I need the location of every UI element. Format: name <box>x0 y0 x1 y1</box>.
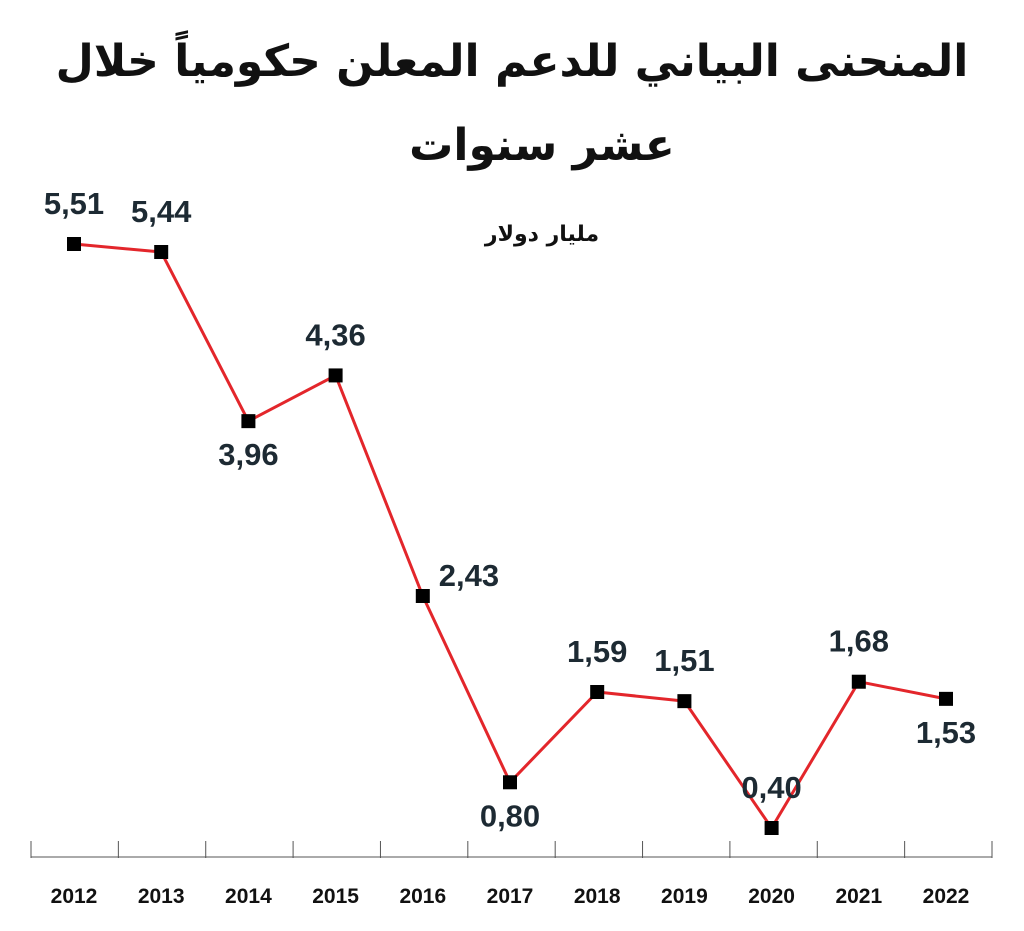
x-tick-label: 2018 <box>574 885 621 908</box>
data-point-marker <box>154 245 169 259</box>
data-value-label: 5,44 <box>131 194 192 229</box>
x-tick-label: 2016 <box>399 885 446 908</box>
data-value-label: 0,40 <box>741 770 801 805</box>
data-point-marker <box>764 821 779 835</box>
x-axis <box>30 841 993 858</box>
data-point-marker <box>415 589 430 603</box>
data-point-marker <box>241 414 256 429</box>
data-point-marker <box>851 674 866 689</box>
x-tick-labels: 2012 2013 2014 2015 2016 2017 2018 2019 2020 2021… <box>51 885 970 908</box>
data-value-label: 2,43 <box>439 558 499 593</box>
data-point-marker <box>328 368 343 383</box>
chart-unit-label: مليار دولار <box>484 222 600 247</box>
data-value-label: 1,53 <box>916 715 976 750</box>
data-value-label: 0,80 <box>480 798 540 833</box>
x-tick-label: 2021 <box>835 885 882 908</box>
chart-title-line-2: عشر سنوات <box>409 120 675 171</box>
data-value-label: 1,59 <box>567 634 627 669</box>
data-value-label: 1,51 <box>654 643 714 678</box>
chart-title-line-1: المنحنى البياني للدعم المعلن حكومياً خلا… <box>55 36 969 87</box>
x-tick-label: 2015 <box>312 885 359 908</box>
x-tick-label: 2022 <box>923 885 970 908</box>
x-tick-label: 2020 <box>748 885 795 908</box>
data-point-marker <box>590 685 605 699</box>
x-tick-label: 2017 <box>487 885 534 908</box>
x-tick-label: 2012 <box>51 885 98 908</box>
data-point-marker <box>677 694 692 709</box>
data-point-marker <box>939 691 953 706</box>
x-tick-label: 2013 <box>138 885 185 908</box>
data-value-label: 3,96 <box>218 437 278 472</box>
x-tick-label: 2019 <box>661 885 708 908</box>
data-point-marker <box>503 775 517 790</box>
data-value-label: 1,68 <box>829 624 889 659</box>
series-line-group <box>73 242 947 830</box>
series-line <box>73 242 947 830</box>
data-value-label: 4,36 <box>305 317 365 352</box>
data-value-label: 5,51 <box>44 186 104 221</box>
series-markers <box>67 237 953 835</box>
x-tick-label: 2014 <box>225 885 272 908</box>
value-labels: 5,51 5,44 3,96 4,36 2,43 0,80 1,59 1,51 0,40 1,68… <box>44 186 976 833</box>
data-point-marker <box>67 237 81 251</box>
